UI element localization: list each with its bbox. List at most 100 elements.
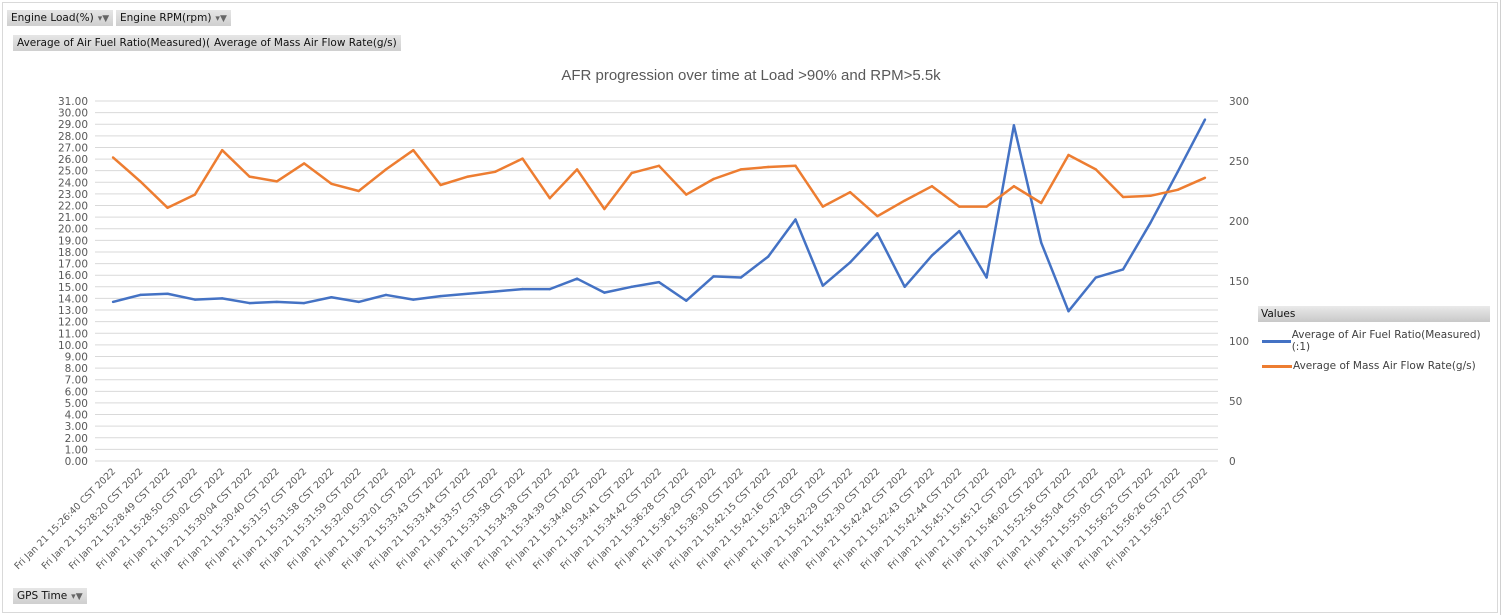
data-point <box>930 185 934 188</box>
right-axis-tick-label: 50 <box>1229 396 1242 408</box>
filter-dropdown-icon: ▾▼ <box>97 14 110 24</box>
data-point <box>575 168 579 171</box>
data-point <box>1094 168 1098 171</box>
data-point <box>848 261 852 264</box>
data-point <box>1067 309 1070 313</box>
data-point <box>876 232 879 235</box>
data-point <box>221 149 224 152</box>
left-axis-tick-label: 17.00 <box>58 259 88 271</box>
data-point <box>1203 118 1207 121</box>
data-point <box>930 254 934 257</box>
data-point <box>712 177 715 181</box>
legend-item-maf[interactable]: Average of Mass Air Flow Rate(g/s) <box>1258 360 1490 372</box>
data-point <box>903 285 906 289</box>
data-point <box>1121 268 1125 271</box>
data-point <box>384 293 388 297</box>
left-axis-tick-label: 26.00 <box>58 154 88 166</box>
data-point <box>630 171 633 175</box>
data-point <box>985 276 988 279</box>
series-line-maf <box>112 148 1206 218</box>
data-point <box>221 297 224 300</box>
data-point <box>821 205 824 208</box>
left-axis-tick-label: 14.00 <box>58 293 88 305</box>
data-point <box>521 157 524 160</box>
legend-swatch <box>1262 364 1292 368</box>
left-axis-tick-label: 24.00 <box>58 177 88 189</box>
data-point <box>1040 201 1043 205</box>
data-point <box>494 170 497 173</box>
left-axis-tick-label: 30.00 <box>58 108 88 120</box>
filter-gps-time-button[interactable]: GPS Time ▾▼ <box>13 588 87 604</box>
filter-engine-load-button[interactable]: Engine Load(%) ▾▼ <box>7 10 114 26</box>
data-point <box>466 292 470 295</box>
left-axis-tick-label: 5.00 <box>65 398 88 410</box>
left-axis-tick-label: 4.00 <box>65 410 88 422</box>
data-point <box>111 156 115 159</box>
data-point <box>876 215 879 218</box>
data-point <box>1121 195 1125 199</box>
right-axis-tick-label: 200 <box>1229 216 1249 228</box>
data-point <box>111 300 115 304</box>
data-point <box>466 175 470 178</box>
x-axis-tick-label: Fri Jan 21 15:56:27 CST 2022 <box>1104 466 1210 572</box>
data-point <box>630 285 633 289</box>
left-axis-tick-label: 27.00 <box>58 142 88 154</box>
data-point <box>1012 124 1016 127</box>
left-axis-tick-label: 25.00 <box>58 166 88 178</box>
data-point <box>439 183 442 187</box>
data-point <box>521 287 524 291</box>
data-point <box>302 301 306 305</box>
data-point <box>767 165 770 169</box>
data-point <box>1149 221 1152 225</box>
left-axis-tick-label: 10.00 <box>58 340 88 352</box>
data-point <box>767 255 770 258</box>
data-point <box>193 193 197 196</box>
data-point <box>357 189 360 193</box>
data-point <box>575 277 579 280</box>
left-axis-tick-label: 19.00 <box>58 235 88 247</box>
data-point <box>494 290 497 293</box>
filter-label: Engine Load(%) <box>11 12 94 24</box>
data-point <box>1067 153 1070 157</box>
filter-engine-rpm-button[interactable]: Engine RPM(rpm) ▾▼ <box>116 10 231 26</box>
data-point <box>1176 170 1179 174</box>
legend-swatch <box>1262 339 1291 343</box>
x-axis-tick-label: Fri Jan 21 15:56:25 CST 2022 <box>1050 466 1156 572</box>
left-axis-tick-label: 23.00 <box>58 189 88 201</box>
data-point <box>330 182 333 185</box>
data-point <box>958 205 961 208</box>
data-point <box>412 298 415 301</box>
left-axis-tick-label: 12.00 <box>58 317 88 329</box>
chart-title: AFR progression over time at Load >90% a… <box>561 67 941 84</box>
filter-label: GPS Time <box>17 590 68 602</box>
data-point <box>357 300 360 304</box>
data-point <box>275 300 278 304</box>
data-point <box>712 275 715 278</box>
right-axis-tick-label: 100 <box>1229 336 1249 348</box>
data-point <box>794 164 797 167</box>
left-axis-tick-label: 15.00 <box>58 282 88 294</box>
data-point <box>275 180 278 183</box>
left-axis-tick-label: 9.00 <box>65 351 88 363</box>
data-point <box>439 294 442 298</box>
left-axis-tick-label: 18.00 <box>58 247 88 259</box>
data-point <box>193 298 197 301</box>
data-point <box>657 164 661 167</box>
data-point <box>1012 185 1016 188</box>
left-axis-tick-label: 0.00 <box>65 456 88 468</box>
right-axis-tick-label: 300 <box>1229 96 1249 108</box>
data-point <box>657 280 661 284</box>
data-point <box>603 207 606 211</box>
data-point <box>603 291 606 294</box>
right-axis-tick-label: 250 <box>1229 156 1249 168</box>
value-field-maf-button[interactable]: Average of Mass Air Flow Rate(g/s) <box>210 35 401 51</box>
left-axis-tick-label: 29.00 <box>58 119 88 131</box>
legend: Values Average of Air Fuel Ratio(Measure… <box>1258 306 1490 372</box>
left-axis-tick-label: 6.00 <box>65 386 88 398</box>
data-point <box>548 197 551 200</box>
left-axis-tick-label: 8.00 <box>65 363 88 375</box>
value-field-afr-button[interactable]: Average of Air Fuel Ratio(Measured)(:1) <box>13 35 229 51</box>
legend-title: Values <box>1258 306 1490 322</box>
legend-item-afr[interactable]: Average of Air Fuel Ratio(Measured)(:1) <box>1258 329 1490 353</box>
data-point <box>794 218 797 221</box>
